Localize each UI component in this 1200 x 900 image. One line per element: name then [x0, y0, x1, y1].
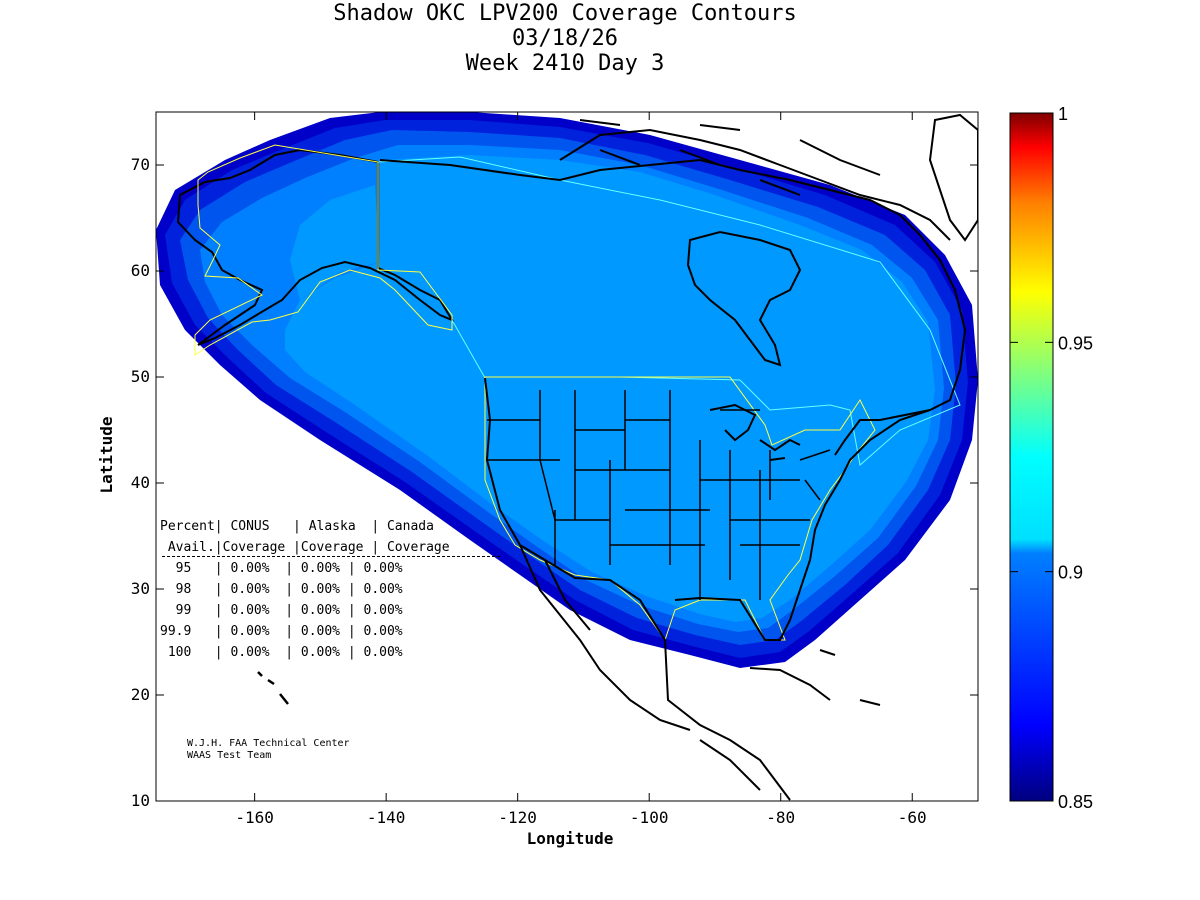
y-tick-marks [156, 164, 978, 802]
table-header-1: Percent| CONUS | Alaska | Canada [160, 519, 434, 534]
canada-coastline [379, 158, 967, 456]
colorbar [1009, 112, 1054, 802]
credit-org: W.J.H. FAA Technical Center [187, 738, 350, 749]
x-tick-label: -100 [630, 808, 669, 827]
y-axis-label: Latitude [97, 416, 116, 493]
y-tick-label: 50 [131, 367, 150, 386]
y-tick-label: 60 [131, 261, 150, 280]
colorbar-tick-label: 0.95 [1058, 333, 1093, 353]
table-row-99: 99 | 0.00% | 0.00% | 0.00% [160, 603, 403, 618]
map-title: Shadow OKC LPV200 Coverage Contours [333, 1, 797, 26]
hudson-bay-coastline [686, 230, 802, 367]
y-tick-label: 70 [131, 155, 150, 174]
x-tick-label: -160 [235, 808, 274, 827]
x-tick-marks [254, 112, 913, 801]
colorbar-tick-label: 0.9 [1058, 563, 1083, 583]
x-tick-label: -140 [367, 808, 406, 827]
y-tick-label: 30 [131, 579, 150, 598]
x-tick-label: -80 [766, 808, 795, 827]
coverage-main [285, 155, 935, 622]
credit-block: W.J.H. FAA Technical Center WAAS Test Tea… [187, 738, 350, 762]
arctic-islands [559, 119, 951, 241]
greenland-coastline [928, 113, 978, 242]
mexico-coastline [519, 544, 761, 791]
y-tick-label: 40 [131, 473, 150, 492]
coverage-alaska-main [290, 185, 380, 300]
x-tick-label: -120 [498, 808, 537, 827]
table-row-95: 95 | 0.00% | 0.00% | 0.00% [160, 561, 403, 576]
alaska-boundary [194, 144, 453, 356]
table-divider [162, 556, 500, 557]
y-tick-labels: 10 20 30 40 50 60 70 [131, 155, 150, 810]
y-tick-label: 10 [131, 791, 150, 810]
coverage-contours [156, 112, 978, 801]
us-states [487, 390, 831, 600]
table-row-100: 100 | 0.00% | 0.00% | 0.00% [160, 645, 403, 660]
hawaii [257, 671, 289, 705]
x-axis-label: Longitude [527, 829, 614, 848]
x-tick-label: -60 [898, 808, 927, 827]
cuba-caribbean [749, 649, 881, 706]
coverage-table: Percent| CONUS | Alaska | Canada Avail.|… [160, 516, 450, 663]
map-week-day: Week 2410 Day 3 [465, 51, 665, 76]
colorbar-ticks: 0.85 0.9 0.95 1 [1010, 104, 1093, 812]
colorbar-tick-label: 0.85 [1058, 792, 1093, 812]
table-header-2: Avail.|Coverage |Coverage | Coverage [160, 540, 450, 555]
table-row-999: 99.9 | 0.00% | 0.00% | 0.00% [160, 624, 403, 639]
table-row-98: 98 | 0.00% | 0.00% | 0.00% [160, 582, 403, 597]
credit-team: WAAS Test Team [187, 750, 272, 761]
plot-frame [155, 111, 979, 802]
x-tick-labels: -160 -140 -120 -100 -80 -60 [235, 808, 926, 827]
conus-coastline [484, 377, 931, 801]
colorbar-tick-label: 1 [1058, 104, 1068, 124]
y-tick-label: 20 [131, 685, 150, 704]
map-date: 03/18/26 [512, 26, 618, 51]
great-lakes [709, 403, 801, 461]
